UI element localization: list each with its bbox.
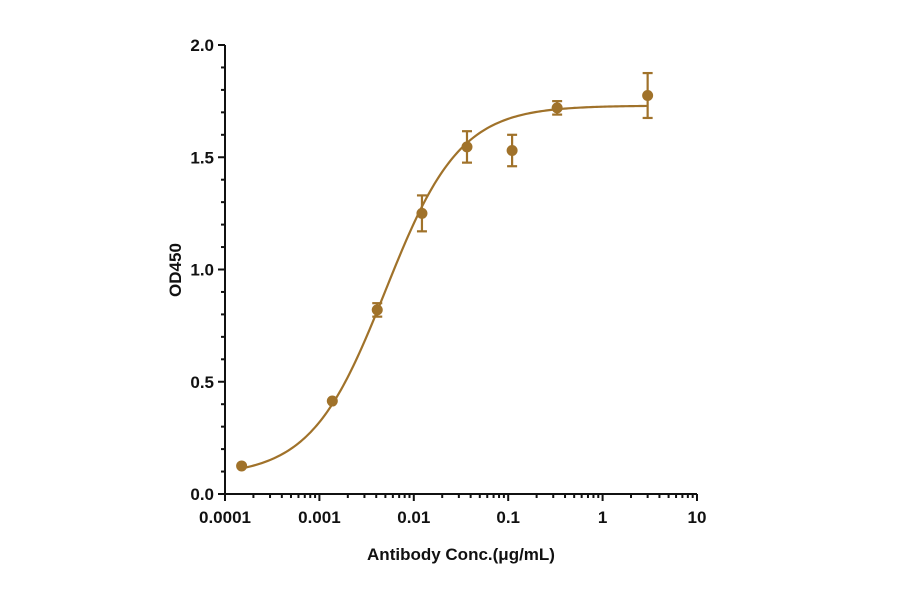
y-tick-label: 1.5 [190, 148, 214, 167]
x-tick-label: 1 [598, 508, 607, 527]
marker-circle [506, 145, 518, 157]
data-point [236, 460, 248, 472]
y-tick-label: 2.0 [190, 36, 214, 55]
fit-curve [241, 104, 648, 470]
data-point [326, 395, 338, 407]
marker-circle [236, 460, 248, 472]
y-tick-label: 1.0 [190, 261, 214, 280]
data-points [236, 71, 654, 472]
marker-circle [461, 141, 473, 153]
x-tick-label: 0.1 [496, 508, 520, 527]
y-axis-title: OD450 [166, 243, 185, 297]
data-point [551, 100, 563, 116]
marker-circle [416, 207, 428, 219]
marker-circle [326, 395, 338, 407]
axes: 0.0 0.5 1.0 1.5 2.0 0.0001 0.001 0.01 0.1 1 10 [190, 36, 706, 527]
x-tick-label: 0.01 [397, 508, 430, 527]
marker-circle [371, 304, 383, 316]
marker-circle [551, 102, 563, 114]
x-axis-title: Antibody Conc.(μg/mL) [367, 545, 555, 564]
y-tick-label: 0.0 [190, 485, 214, 504]
data-point [416, 194, 428, 233]
y-tick-label: 0.5 [190, 373, 214, 392]
data-point [506, 133, 518, 168]
x-tick-label: 0.001 [298, 508, 341, 527]
marker-circle [642, 90, 654, 102]
data-point [461, 130, 473, 164]
data-point [642, 71, 654, 120]
x-tick-label: 10 [688, 508, 707, 527]
data-point [371, 302, 383, 318]
x-tick-label: 0.0001 [199, 508, 251, 527]
